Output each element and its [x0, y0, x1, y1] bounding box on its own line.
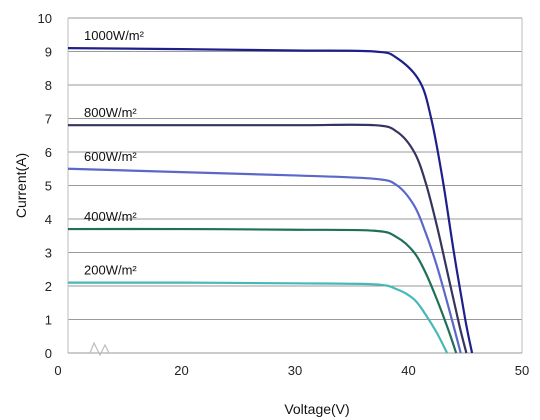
x-axis-title: Voltage(V) [284, 401, 349, 417]
axis-break-symbol [89, 341, 110, 357]
y-tick-label-10: 10 [38, 11, 52, 26]
y-tick-label-0: 0 [45, 346, 52, 361]
x-tick-label-30: 30 [288, 363, 302, 378]
series-label-4: 200W/m² [84, 263, 137, 278]
series-label-3: 400W/m² [84, 209, 137, 224]
series-label-2: 600W/m² [84, 149, 137, 164]
y-tick-label-5: 5 [45, 179, 52, 194]
series-line-0 [67, 47, 474, 354]
y-tick-label-9: 9 [45, 45, 52, 60]
y-tick-label-4: 4 [45, 212, 52, 227]
y-tick-label-1: 1 [45, 313, 52, 328]
x-tick-label-40: 40 [401, 363, 415, 378]
series-label-0: 1000W/m² [84, 28, 145, 43]
x-tick-label-20: 20 [174, 363, 188, 378]
series-label-1: 800W/m² [84, 105, 137, 120]
y-tick-label-2: 2 [45, 279, 52, 294]
series-line-4 [67, 281, 449, 354]
series-line-1 [67, 123, 468, 354]
y-tick-label-6: 6 [45, 145, 52, 160]
y-tick-label-3: 3 [45, 246, 52, 261]
y-tick-label-7: 7 [45, 112, 52, 127]
y-axis-title: Current(A) [13, 153, 29, 218]
series-line-2 [67, 167, 462, 354]
x-tick-label-50: 50 [515, 363, 529, 378]
y-tick-label-8: 8 [45, 78, 52, 93]
series-line-3 [67, 227, 458, 354]
x-tick-label-0: 0 [54, 363, 61, 378]
